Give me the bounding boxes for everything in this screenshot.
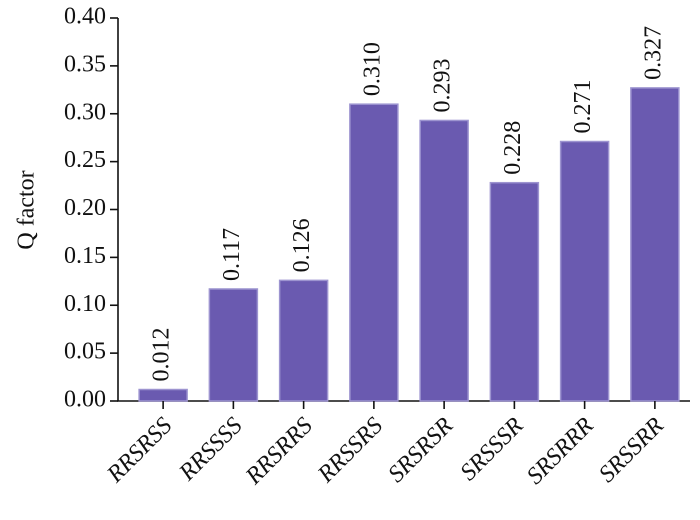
bar xyxy=(419,119,469,402)
value-label: 0.327 xyxy=(640,26,666,80)
x-tick-label: SRSSRR xyxy=(594,413,669,488)
value-label: 0.271 xyxy=(570,80,596,134)
bar xyxy=(630,87,680,402)
y-tick-label: 0.25 xyxy=(64,147,106,173)
y-tick-label: 0.20 xyxy=(64,195,106,221)
y-tick-label: 0.40 xyxy=(64,4,106,30)
y-tick-label: 0.05 xyxy=(64,339,106,365)
bar xyxy=(489,181,540,402)
x-tick-label: RRSRRS xyxy=(240,413,318,491)
bar xyxy=(138,388,188,402)
value-label: 0.293 xyxy=(430,58,456,112)
value-label: 0.310 xyxy=(359,42,385,96)
bar xyxy=(278,279,329,402)
bar xyxy=(559,140,610,402)
x-tick-label: SRSRRR xyxy=(522,413,599,490)
y-tick-label: 0.30 xyxy=(64,99,106,125)
value-label: 0.117 xyxy=(219,228,245,281)
value-label: 0.126 xyxy=(289,218,315,272)
y-tick-label: 0.00 xyxy=(64,387,106,413)
x-tick-label: RRSSRS xyxy=(312,413,388,489)
y-tick-label: 0.10 xyxy=(64,291,106,317)
y-tick-label: 0.15 xyxy=(64,243,106,269)
x-tick-label: RRSRSS xyxy=(102,413,178,489)
bar xyxy=(208,288,259,402)
x-tick-label: SRSRSR xyxy=(383,413,458,488)
value-label: 0.012 xyxy=(149,328,175,382)
bar xyxy=(349,103,399,402)
x-tick-label: RRSSSS xyxy=(174,413,248,487)
value-label: 0.228 xyxy=(500,121,526,175)
y-tick-label: 0.35 xyxy=(64,51,106,77)
x-tick-label: SRSSSR xyxy=(455,413,528,486)
y-axis-label: Q factor xyxy=(14,170,40,249)
